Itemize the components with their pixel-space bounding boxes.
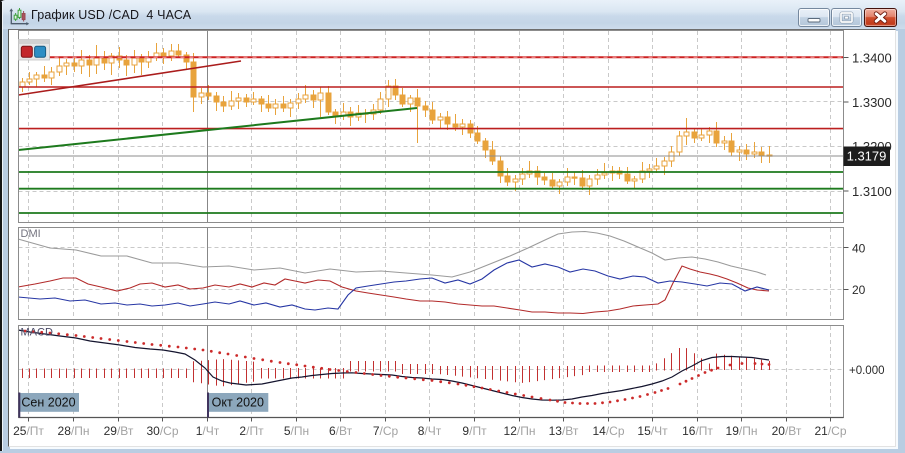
svg-text:2/Пт: 2/Пт <box>239 424 264 438</box>
svg-text:30/Ср: 30/Ср <box>146 424 178 438</box>
svg-text:5/Пн: 5/Пн <box>284 424 309 438</box>
svg-text:13/Вт: 13/Вт <box>549 424 579 438</box>
svg-text:40: 40 <box>852 242 866 256</box>
svg-text:20/Вт: 20/Вт <box>772 424 802 438</box>
svg-text:19/Пн: 19/Пн <box>726 424 758 438</box>
svg-text:16/Пт: 16/Пт <box>682 424 713 438</box>
svg-text:25/Пт: 25/Пт <box>13 424 44 438</box>
svg-text:14/Ср: 14/Ср <box>592 424 624 438</box>
svg-text:7/Ср: 7/Ср <box>373 424 399 438</box>
svg-text:1.3400: 1.3400 <box>852 50 892 65</box>
svg-text:1.3179: 1.3179 <box>847 149 887 164</box>
svg-text:Сен 2020: Сен 2020 <box>21 396 75 410</box>
svg-text:1.3300: 1.3300 <box>852 95 892 110</box>
svg-text:8/Чт: 8/Чт <box>418 424 442 438</box>
svg-text:1/Чт: 1/Чт <box>196 424 220 438</box>
svg-text:28/Пн: 28/Пн <box>58 424 90 438</box>
svg-text:DMI: DMI <box>21 228 41 240</box>
svg-text:21/Ср: 21/Ср <box>814 424 846 438</box>
svg-text:12/Пн: 12/Пн <box>504 424 536 438</box>
svg-text:20: 20 <box>852 283 866 297</box>
svg-text:MACD: MACD <box>21 327 53 339</box>
svg-text:6/Вт: 6/Вт <box>329 424 353 438</box>
svg-text:15/Чт: 15/Чт <box>637 424 668 438</box>
svg-text:29/Вт: 29/Вт <box>104 424 134 438</box>
svg-text:9/Пт: 9/Пт <box>462 424 487 438</box>
svg-text:Окт 2020: Окт 2020 <box>212 396 264 410</box>
svg-text:+0.000: +0.000 <box>849 365 885 377</box>
svg-text:1.3100: 1.3100 <box>852 184 892 199</box>
